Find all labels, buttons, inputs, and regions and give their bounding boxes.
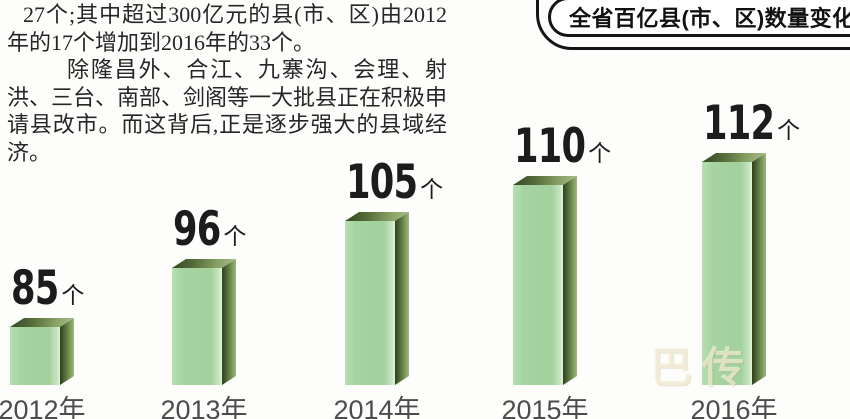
chart-title-banner: 全省百亿县(市、区)数量变化 <box>548 0 850 37</box>
chart-title-banner-outline <box>536 0 850 50</box>
article-paragraph: 27个;其中超过300亿元的县(市、区)由2012年的17个增加到2016年的3… <box>7 2 447 55</box>
bar-front-face <box>10 327 60 385</box>
bar-category-label: 2012年 <box>0 395 86 419</box>
bar-front-face <box>513 185 563 385</box>
bar-front-face <box>172 268 222 385</box>
bar-value-unit: 个 <box>61 283 85 309</box>
bar-value-label: 112 个 <box>703 96 801 151</box>
bar-value-unit: 个 <box>420 177 444 203</box>
bar-value-label: 105 个 <box>346 155 444 210</box>
article-text-block: 27个;其中超过300亿元的县(市、区)由2012年的17个增加到2016年的3… <box>7 1 447 166</box>
bar-value-unit: 个 <box>777 118 801 144</box>
bar-side-face <box>395 212 409 385</box>
bar-top-face <box>513 176 577 185</box>
bar-front-face <box>702 162 752 385</box>
bar-category-label: 2013年 <box>160 395 248 419</box>
bar-side-face <box>563 176 577 385</box>
bar-top-face <box>10 318 74 327</box>
bar-value-label: 110 个 <box>514 119 612 174</box>
bar-top-face <box>702 153 766 162</box>
bar-value-digits: 85 <box>11 261 59 316</box>
chart-title: 全省百亿县(市、区)数量变化 <box>569 6 850 31</box>
bar-top-face <box>172 259 236 268</box>
bar-value-digits: 96 <box>173 202 221 257</box>
bar-value-unit: 个 <box>223 224 247 250</box>
bar-side-face <box>222 259 236 385</box>
article-paragraph: 除隆昌外、合江、九寨沟、会理、射洪、三台、南部、剑阁等一大批县正在积极申请县改市… <box>7 57 448 165</box>
bar-side-face <box>60 318 74 385</box>
bar-value-label: 85 个 <box>11 261 85 316</box>
bar-value-label: 96 个 <box>173 202 247 257</box>
bar-category-label: 2014年 <box>333 395 421 419</box>
bar-category-label: 2015年 <box>501 395 589 419</box>
bar-value-digits: 105 <box>346 155 418 210</box>
bar-front-face <box>345 221 395 385</box>
bar-value-digits: 110 <box>514 119 586 174</box>
bar-category-label: 2016年 <box>690 395 778 419</box>
bar-top-face <box>345 212 409 221</box>
bar-value-unit: 个 <box>588 141 612 167</box>
bar-side-face <box>752 153 766 385</box>
bar-value-digits: 112 <box>703 96 775 151</box>
